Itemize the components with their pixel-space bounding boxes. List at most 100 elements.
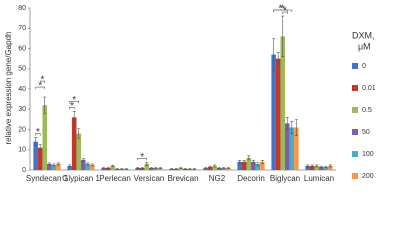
bar xyxy=(47,163,52,170)
error-bar xyxy=(145,162,149,166)
bar xyxy=(85,163,91,170)
bar xyxy=(221,167,227,170)
bar xyxy=(255,163,261,170)
bar xyxy=(294,127,299,170)
bar xyxy=(139,167,145,170)
bar xyxy=(37,147,43,170)
bar xyxy=(144,163,149,170)
error-bar xyxy=(77,128,81,139)
error-bar xyxy=(204,167,208,169)
error-bar xyxy=(136,167,140,169)
bar xyxy=(328,165,333,170)
error-bar xyxy=(90,163,94,167)
bar xyxy=(76,133,81,170)
significance-bracket xyxy=(39,80,46,84)
significance-bracket xyxy=(69,100,80,104)
bar xyxy=(33,141,38,170)
error-bar xyxy=(290,121,294,134)
error-bar xyxy=(120,168,124,170)
x-tick-label: NG2 xyxy=(209,174,226,183)
error-bar xyxy=(222,167,226,169)
bar xyxy=(149,167,154,170)
bar xyxy=(81,159,86,170)
bar xyxy=(110,165,115,170)
y-tick-label: 10 xyxy=(18,147,26,154)
bar xyxy=(158,167,163,170)
legend-marker xyxy=(352,151,358,157)
significance-label: * xyxy=(41,75,45,86)
error-bar xyxy=(310,164,314,168)
error-bar xyxy=(251,159,255,164)
x-tick-label: Decorin xyxy=(237,174,265,183)
bar xyxy=(203,167,208,170)
bar xyxy=(207,166,213,170)
bar xyxy=(101,167,106,170)
x-tick-label: Versican xyxy=(134,174,165,183)
bar xyxy=(241,161,247,170)
y-tick-label: 70 xyxy=(18,25,26,32)
error-bar xyxy=(34,137,38,146)
bar xyxy=(275,58,281,170)
legend-label: 0 xyxy=(362,63,366,70)
bar xyxy=(135,167,140,170)
y-tick-label: 60 xyxy=(18,45,26,52)
error-bar xyxy=(154,167,158,169)
error-bar xyxy=(192,168,196,170)
error-bar xyxy=(158,167,162,169)
bar xyxy=(251,161,256,170)
legend-label: 50 xyxy=(362,129,370,136)
error-bar xyxy=(86,162,90,166)
bar xyxy=(153,167,159,170)
legend-label: 0.5 xyxy=(362,107,372,114)
y-tick-label: 50 xyxy=(18,66,26,73)
significance-label: * xyxy=(140,152,144,163)
bar xyxy=(314,165,319,170)
error-bar xyxy=(226,167,230,169)
error-bar xyxy=(208,165,212,169)
x-tick-label: Lumican xyxy=(304,174,334,183)
x-tick-label: Brevican xyxy=(167,174,198,183)
legend-title: μM xyxy=(358,41,371,51)
error-bar xyxy=(276,52,280,65)
significance-bracket xyxy=(273,9,293,12)
error-bar xyxy=(106,167,110,169)
x-tick-label: Syndecan 1 xyxy=(26,174,69,183)
error-bar xyxy=(315,164,319,168)
legend-marker xyxy=(352,63,358,69)
error-bar xyxy=(170,168,174,170)
error-bar xyxy=(52,163,56,167)
significance-bracket xyxy=(282,11,288,15)
error-bar xyxy=(188,168,192,170)
chart: relative expression gene/Gapdh DXM, μM 0… xyxy=(4,4,376,183)
bar xyxy=(212,165,217,170)
error-bar xyxy=(56,162,60,166)
bar xyxy=(71,117,77,170)
error-bar xyxy=(102,167,106,169)
bar xyxy=(51,164,57,170)
error-bar xyxy=(260,159,264,164)
error-bar xyxy=(213,164,217,168)
y-axis-label: relative expression gene/Gapdh xyxy=(4,32,13,145)
bar xyxy=(178,167,183,170)
error-bar xyxy=(124,168,128,170)
error-bar xyxy=(256,162,260,166)
bar xyxy=(280,36,285,170)
significance-label: * xyxy=(38,81,42,92)
bar xyxy=(319,166,324,170)
legend-marker xyxy=(352,107,358,113)
bar xyxy=(246,157,251,170)
significance-label: * xyxy=(279,4,283,15)
significance-label: * xyxy=(72,95,76,106)
bar xyxy=(56,163,61,170)
error-bar xyxy=(319,165,323,169)
legend-marker xyxy=(352,129,358,135)
error-bar xyxy=(324,165,328,169)
significance-bracket xyxy=(35,86,46,90)
y-tick-label: 30 xyxy=(18,106,26,113)
error-bar xyxy=(242,159,246,164)
bar xyxy=(260,161,265,170)
error-bar xyxy=(272,38,276,72)
error-bar xyxy=(149,167,153,169)
bar xyxy=(105,167,111,170)
error-bar xyxy=(328,164,332,168)
